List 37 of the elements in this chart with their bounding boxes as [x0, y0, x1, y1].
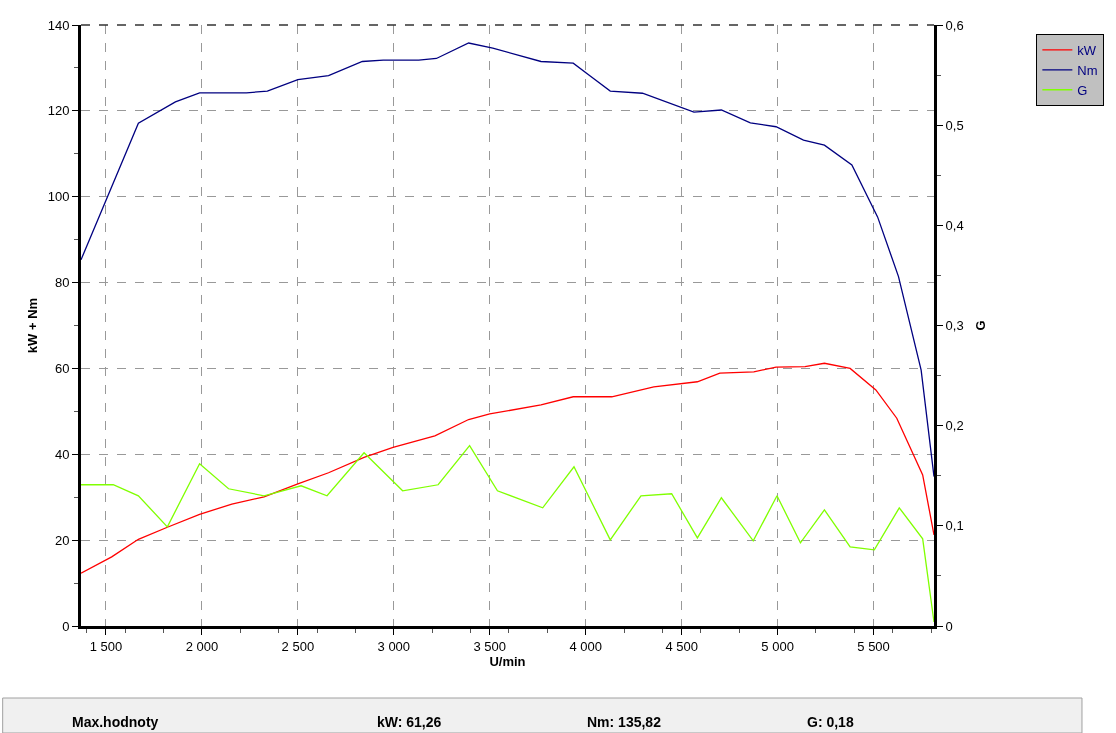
x-tick-label: 4 000	[569, 638, 602, 654]
y-tick-label: 100	[47, 189, 70, 205]
x-tick-label: 2 000	[185, 638, 219, 654]
y-axis-title: kW + Nm	[24, 297, 40, 354]
y2-tick-label: 0,3	[945, 318, 964, 334]
x-axis-title: U/min	[489, 653, 526, 669]
y2-tick-label: 0,1	[945, 518, 964, 534]
x-tick-label: 3 000	[377, 638, 411, 654]
line-series	[81, 42, 934, 478]
line-series	[81, 445, 934, 623]
y2-tick-label: 0,4	[945, 217, 964, 233]
text: G: 0,18	[807, 714, 854, 730]
y2-tick-label: 0,2	[945, 418, 964, 434]
y-tick-label: 20	[54, 532, 70, 548]
y-tick-label: 120	[47, 103, 70, 119]
x-tick-label: 4 500	[665, 638, 698, 654]
y-tick-label: 140	[47, 17, 70, 33]
text: kW: 61,26	[377, 714, 442, 730]
y-tick-label: 60	[54, 360, 70, 376]
y2-tick-label: 0,6	[945, 17, 964, 33]
x-tick-label: 3 500	[473, 638, 507, 654]
x-tick-label: 5 000	[761, 638, 794, 654]
text: Nm: 135,82	[587, 714, 662, 730]
x-tick-label: 5 500	[857, 638, 890, 654]
x-tick-label: 1 500	[89, 638, 123, 654]
legend-label: Nm	[1077, 62, 1098, 78]
y2-axis-title: G	[973, 320, 989, 331]
x-tick-label: 2 500	[281, 638, 315, 654]
legend-label: G	[1077, 82, 1088, 98]
y-tick-label: 40	[54, 446, 70, 462]
line-series	[81, 362, 934, 574]
y-tick-label: 80	[54, 275, 70, 291]
y2-tick-label: 0,5	[945, 117, 964, 133]
y2-tick-label: 0	[945, 618, 953, 634]
legend-label: kW	[1077, 43, 1097, 59]
y-tick-label: 0	[62, 618, 70, 634]
text: Max.hodnoty	[72, 714, 159, 730]
